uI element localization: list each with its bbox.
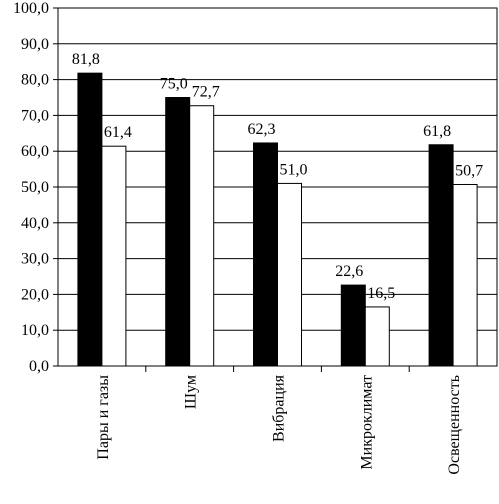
y-tick-label: 20,0 bbox=[21, 286, 49, 303]
bar-dark bbox=[340, 284, 366, 367]
bar-light bbox=[277, 182, 302, 367]
category-label: Микроклимат bbox=[358, 375, 375, 470]
y-tick-label: 0,0 bbox=[29, 358, 49, 375]
data-label: 72,7 bbox=[192, 84, 220, 101]
labels: 0,0 10,0 20,0 30,0 40,0 50,0 60,0 70,0 80,0 90,0 1… bbox=[13, 0, 483, 475]
category-label: Шум bbox=[183, 375, 200, 409]
bar-light bbox=[189, 105, 215, 367]
y-tick-label: 70,0 bbox=[21, 107, 49, 124]
data-label: 16,5 bbox=[367, 285, 395, 302]
bar-light bbox=[101, 145, 127, 367]
data-label: 50,7 bbox=[455, 162, 483, 179]
y-tick-label: 30,0 bbox=[21, 251, 49, 268]
bar-light bbox=[452, 183, 478, 367]
bar-dark bbox=[253, 142, 278, 367]
category-label: Пары и газы bbox=[95, 375, 112, 460]
y-tick-label: 50,0 bbox=[21, 179, 49, 196]
data-label: 61,8 bbox=[423, 123, 451, 140]
data-label: 51,0 bbox=[280, 161, 308, 178]
bars bbox=[77, 72, 478, 367]
category-label: Освещенность bbox=[446, 375, 463, 475]
y-tick-label: 10,0 bbox=[21, 322, 49, 339]
data-label: 61,4 bbox=[104, 124, 132, 141]
data-label: 22,6 bbox=[335, 263, 363, 280]
data-label: 62,3 bbox=[248, 121, 276, 138]
axes bbox=[53, 7, 498, 372]
data-label: 81,8 bbox=[72, 51, 100, 68]
y-tick-label: 100,0 bbox=[13, 0, 49, 17]
y-tick-label: 60,0 bbox=[21, 143, 49, 160]
bar-light bbox=[364, 306, 390, 367]
y-tick-label: 40,0 bbox=[21, 215, 49, 232]
data-label: 75,0 bbox=[160, 76, 188, 93]
y-tick-label: 80,0 bbox=[21, 72, 49, 89]
bar-dark bbox=[428, 144, 454, 367]
plot-area-border bbox=[57, 7, 498, 367]
y-tick-label: 90,0 bbox=[21, 36, 49, 53]
bar-dark bbox=[165, 97, 191, 367]
bar-dark bbox=[77, 72, 103, 367]
category-label: Вибрация bbox=[271, 374, 288, 442]
